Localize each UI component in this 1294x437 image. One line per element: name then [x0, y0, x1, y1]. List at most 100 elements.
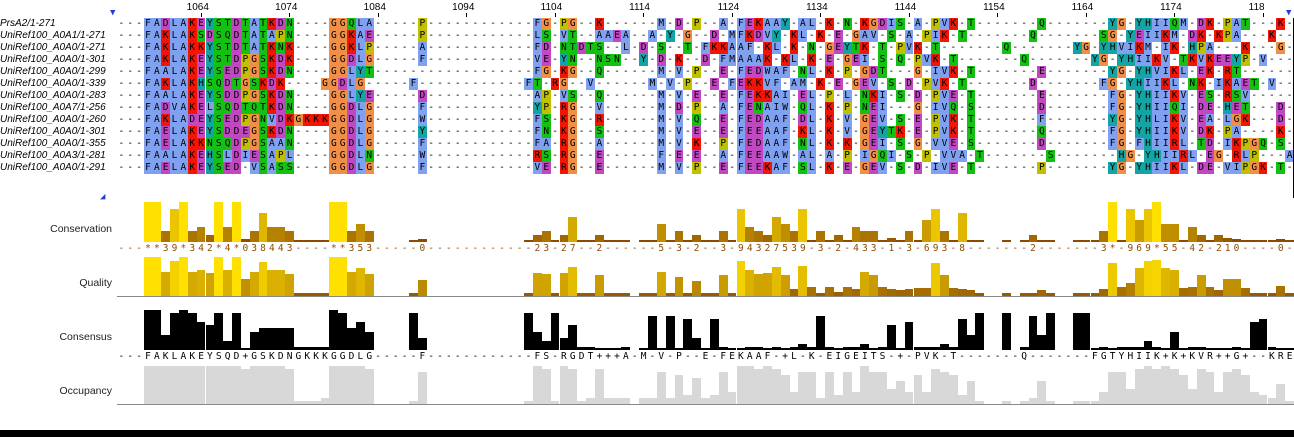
- sequence-id[interactable]: UniRef100_A0A7/1-256: [0, 102, 106, 113]
- residue[interactable]: T: [568, 30, 578, 42]
- residue[interactable]: V: [532, 54, 542, 66]
- residue[interactable]: F: [1108, 102, 1118, 114]
- residue[interactable]: K: [1267, 30, 1277, 42]
- residue[interactable]: D: [754, 114, 764, 126]
- residue[interactable]: -: [1224, 150, 1231, 161]
- residue[interactable]: A: [152, 90, 162, 102]
- residue[interactable]: G: [329, 138, 339, 150]
- residue[interactable]: -: [605, 126, 612, 137]
- residue[interactable]: -: [295, 162, 302, 173]
- residue[interactable]: -: [410, 126, 417, 137]
- residue[interactable]: -: [976, 162, 983, 173]
- residue[interactable]: A: [718, 102, 728, 114]
- residue[interactable]: -: [454, 126, 461, 137]
- residue[interactable]: -: [490, 54, 496, 65]
- residue[interactable]: -: [1012, 114, 1019, 125]
- residue[interactable]: -: [587, 114, 594, 125]
- residue[interactable]: -: [684, 54, 691, 65]
- residue[interactable]: S: [966, 138, 976, 150]
- residue[interactable]: Y: [205, 42, 215, 54]
- residue[interactable]: H: [1143, 90, 1153, 102]
- residue[interactable]: -: [1118, 30, 1125, 41]
- residue[interactable]: R: [1223, 90, 1233, 102]
- residue[interactable]: -: [1277, 78, 1284, 89]
- residue[interactable]: F: [1108, 90, 1118, 102]
- alignment-ruler[interactable]: 1064 1074 1084 1094 1104 1114 1124 1134 1144 1154…: [117, 0, 1294, 18]
- residue[interactable]: -: [1180, 30, 1187, 41]
- residue[interactable]: -: [994, 114, 1001, 125]
- residue[interactable]: -: [445, 138, 452, 149]
- residue[interactable]: -: [941, 54, 948, 65]
- residue[interactable]: -: [923, 114, 930, 125]
- residue[interactable]: T: [878, 42, 887, 54]
- residue[interactable]: N: [285, 66, 294, 78]
- residue[interactable]: -: [1012, 54, 1019, 65]
- residue[interactable]: -: [1189, 102, 1196, 113]
- residue[interactable]: Q: [249, 102, 259, 114]
- residue[interactable]: D: [754, 66, 764, 78]
- residue[interactable]: G: [249, 126, 259, 138]
- residue[interactable]: -: [454, 66, 461, 77]
- residue[interactable]: -: [490, 102, 496, 113]
- residue[interactable]: -: [516, 162, 523, 173]
- residue[interactable]: -: [525, 42, 532, 53]
- residue[interactable]: Q: [594, 66, 604, 78]
- residue[interactable]: L: [170, 126, 179, 138]
- residue[interactable]: K: [187, 78, 197, 90]
- residue[interactable]: -: [897, 78, 904, 89]
- residue[interactable]: -: [1277, 150, 1284, 161]
- residue[interactable]: A: [178, 30, 188, 42]
- residue[interactable]: -: [631, 78, 638, 89]
- residue[interactable]: K: [745, 78, 755, 90]
- residue[interactable]: N: [559, 42, 569, 54]
- residue[interactable]: A: [789, 78, 799, 90]
- residue[interactable]: L: [355, 42, 365, 54]
- residue[interactable]: -: [906, 54, 912, 65]
- residue[interactable]: A: [825, 150, 834, 162]
- residue[interactable]: T: [1196, 138, 1206, 150]
- residue[interactable]: A: [267, 150, 277, 162]
- residue[interactable]: -: [322, 66, 328, 77]
- residue[interactable]: -: [1083, 102, 1089, 113]
- residue[interactable]: D: [347, 114, 356, 126]
- residue[interactable]: -: [437, 162, 443, 173]
- residue[interactable]: -: [428, 138, 435, 149]
- residue[interactable]: G: [860, 126, 870, 138]
- residue[interactable]: -: [614, 102, 620, 113]
- residue[interactable]: V: [948, 150, 958, 162]
- residue[interactable]: P: [1249, 150, 1259, 162]
- residue[interactable]: A: [178, 102, 188, 114]
- residue[interactable]: -: [959, 126, 966, 137]
- residue[interactable]: -: [1286, 90, 1293, 101]
- residue[interactable]: -: [392, 54, 399, 65]
- residue[interactable]: G: [249, 54, 259, 66]
- residue[interactable]: -: [313, 150, 319, 161]
- residue[interactable]: Q: [1002, 42, 1011, 54]
- residue[interactable]: -: [304, 78, 311, 89]
- residue[interactable]: L: [170, 90, 179, 102]
- residue[interactable]: -: [578, 150, 585, 161]
- residue[interactable]: -: [1251, 126, 1258, 137]
- residue[interactable]: K: [1240, 114, 1250, 126]
- residue[interactable]: T: [586, 42, 595, 54]
- residue[interactable]: -: [835, 66, 842, 77]
- residue[interactable]: -: [295, 54, 302, 65]
- residue[interactable]: -: [516, 102, 523, 113]
- residue[interactable]: -: [525, 90, 532, 101]
- residue[interactable]: -: [1083, 30, 1089, 41]
- residue[interactable]: K: [1170, 114, 1179, 126]
- residue[interactable]: -: [127, 42, 134, 53]
- residue[interactable]: -: [1003, 18, 1010, 29]
- residue[interactable]: -: [729, 102, 735, 113]
- residue[interactable]: -: [1127, 162, 1134, 173]
- residue[interactable]: -: [1215, 102, 1222, 113]
- residue[interactable]: D: [577, 42, 587, 54]
- residue[interactable]: F: [143, 126, 153, 138]
- residue[interactable]: -: [507, 102, 514, 113]
- residue[interactable]: -: [1012, 78, 1019, 89]
- residue[interactable]: -: [499, 66, 505, 77]
- residue[interactable]: -: [622, 66, 629, 77]
- residue[interactable]: S: [214, 150, 224, 162]
- residue[interactable]: -: [729, 114, 735, 125]
